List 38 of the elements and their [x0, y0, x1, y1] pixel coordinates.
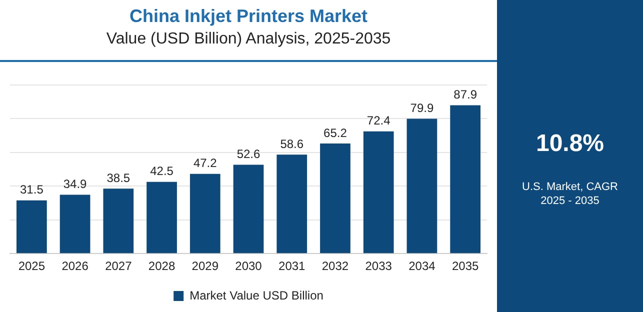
- x-tick-label: 2026: [62, 259, 89, 274]
- x-tick-label: 2028: [148, 259, 176, 274]
- text: 10.8%: [534, 130, 606, 158]
- data-label: 65.2: [324, 126, 348, 140]
- bar: [233, 164, 264, 254]
- chart-subtitle: Value (USD Billion) Analysis, 2025-2035: [106, 30, 391, 48]
- bar: [16, 200, 47, 254]
- data-label: 58.6: [280, 136, 304, 151]
- bar: [190, 174, 220, 254]
- chart-title: China Inkjet Printers Market: [129, 6, 368, 26]
- x-tick-label: 2029: [192, 259, 219, 274]
- data-label: 52.6: [236, 147, 260, 162]
- text: U.S. Market, CAGR 2025 - 2035: [521, 180, 619, 208]
- legend-label: Market Value USD Billion: [190, 288, 324, 302]
- data-label: 72.4: [366, 114, 391, 128]
- data-label: 47.2: [193, 156, 218, 170]
- x-tick-label: 2032: [322, 259, 349, 274]
- bar: [320, 144, 350, 254]
- data-label: 87.9: [454, 88, 478, 102]
- data-label: 79.9: [410, 101, 434, 116]
- x-tick-label: 2034: [408, 259, 436, 274]
- bar: [103, 188, 134, 254]
- bar: [276, 154, 308, 254]
- bar: [450, 105, 480, 254]
- x-tick-label: 2027: [105, 259, 132, 274]
- data-label: 42.5: [150, 164, 174, 178]
- data-label: 31.5: [20, 182, 44, 197]
- x-tick-label: 2030: [235, 259, 262, 274]
- bar: [406, 118, 438, 254]
- x-tick-label: 2035: [452, 259, 479, 274]
- x-tick-label: 2033: [365, 259, 392, 274]
- x-tick-label: 2031: [278, 259, 306, 274]
- data-label: 34.9: [63, 177, 88, 191]
- bar: [146, 182, 177, 254]
- x-tick-label: 2025: [18, 259, 46, 274]
- bar: [363, 131, 394, 254]
- data-label: 38.5: [106, 170, 130, 185]
- bar: [60, 194, 90, 254]
